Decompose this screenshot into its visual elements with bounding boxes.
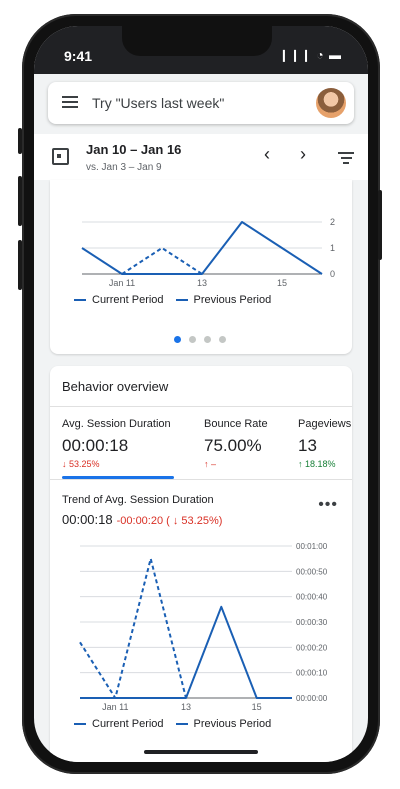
chart-legend: Current Period Previous Period: [74, 718, 271, 730]
series-current-line: [80, 605, 292, 699]
x-tick-label: Jan 11: [102, 702, 128, 712]
legend-previous-label: Previous Period: [193, 294, 272, 306]
trend-title: Trend of Avg. Session Duration: [62, 494, 214, 506]
divider: [50, 479, 352, 480]
legend-current-swatch: [74, 723, 86, 726]
date-range-bar: Jan 10 – Jan 16 vs. Jan 3 – Jan 9 ‹ ›: [34, 134, 368, 180]
metric-tab-bounce-rate[interactable]: Bounce Rate 75.00% ↑ –: [204, 418, 268, 469]
legend-current-label: Current Period: [92, 294, 164, 306]
menu-icon[interactable]: [62, 96, 78, 108]
search-input[interactable]: Try "Users last week": [92, 95, 225, 111]
metric-tab-pageviews[interactable]: Pageviews 13 ↑ 18.18%: [298, 418, 351, 469]
x-tick-label: 13: [197, 278, 207, 288]
y-tick-label: 00:01:00: [296, 542, 328, 551]
y-tick-label: 00:00:10: [296, 669, 328, 678]
pager-dot[interactable]: [174, 336, 181, 343]
notch: [122, 26, 272, 56]
chevron-left-icon[interactable]: ‹: [264, 144, 270, 164]
more-options-icon[interactable]: •••: [318, 496, 338, 513]
legend-previous-label: Previous Period: [193, 718, 272, 730]
pager-dot[interactable]: [204, 336, 211, 343]
status-icons: ❙❙❙ ◔ ▬: [278, 48, 342, 62]
series-previous-line: [121, 247, 203, 275]
divider: [50, 406, 352, 407]
y-tick-label: 00:00:20: [296, 643, 328, 652]
metric-label: Bounce Rate: [204, 418, 268, 430]
calendar-icon[interactable]: [52, 148, 69, 165]
home-indicator: [144, 750, 258, 754]
series-previous-line: [79, 557, 187, 699]
status-bar: 9:41 ❙❙❙ ◔ ▬: [34, 26, 368, 74]
chart-legend: Current Period Previous Period: [74, 294, 271, 306]
metric-value: 13: [298, 436, 317, 455]
trend-change: -00:00:20 ( ↓ 53.25%): [116, 515, 223, 527]
phone-screen: 9:41 ❙❙❙ ◔ ▬ Try "Users last week" Jan 1…: [34, 26, 368, 762]
phone-side-button: [378, 190, 382, 260]
trend-line-chart: 00:00:00 00:00:10 00:00:20 00:00:30 00:00:40…: [79, 542, 328, 712]
y-tick-label: 2: [330, 217, 335, 227]
comparison-range: vs. Jan 3 – Jan 9: [86, 162, 162, 173]
users-chart-card: 0 1 2 Jan 11 13 15 Current Period Previous Per…: [50, 180, 352, 354]
chevron-right-icon[interactable]: ›: [300, 144, 306, 164]
phone-side-button: [18, 240, 22, 290]
carousel-pager[interactable]: [174, 330, 234, 348]
legend-current-label: Current Period: [92, 718, 164, 730]
behavior-overview-card: Behavior overview Avg. Session Duration …: [50, 366, 352, 762]
x-tick-label: 15: [252, 702, 262, 712]
metric-label: Pageviews: [298, 418, 352, 430]
y-tick-label: 00:00:30: [296, 618, 328, 627]
metric-change: ↑ –: [204, 459, 217, 469]
metric-change: ↓ 53.25%: [62, 459, 100, 469]
y-tick-label: 0: [330, 269, 335, 279]
metric-label: Avg. Session Duration: [62, 418, 171, 430]
pager-dot[interactable]: [189, 336, 196, 343]
metric-change: ↑ 18.18%: [298, 459, 336, 469]
filter-icon[interactable]: [338, 152, 354, 164]
legend-previous-swatch: [175, 723, 188, 726]
x-tick-label: 15: [277, 278, 287, 288]
pager-dot[interactable]: [219, 336, 226, 343]
trend-value: 00:00:18: [62, 512, 113, 527]
y-tick-label: 00:00:00: [296, 694, 328, 703]
metric-value: 75.00%: [204, 436, 262, 455]
phone-side-button: [18, 176, 22, 226]
x-tick-label: Jan 11: [109, 278, 135, 288]
metric-value: 00:00:18: [62, 436, 129, 455]
legend-previous-swatch: [175, 299, 188, 302]
top-line-chart: 0 1 2 Jan 11 13 15: [81, 217, 335, 288]
status-time: 9:41: [64, 48, 93, 64]
y-tick-label: 1: [330, 243, 335, 253]
x-tick-label: 13: [181, 702, 191, 712]
date-range[interactable]: Jan 10 – Jan 16: [86, 142, 182, 157]
legend-current-swatch: [74, 299, 86, 302]
active-tab-indicator: [62, 476, 174, 479]
behavior-title: Behavior overview: [62, 379, 169, 394]
metric-tab-avg-session-duration[interactable]: Avg. Session Duration 00:00:18 ↓ 53.25%: [62, 418, 171, 469]
search-bar[interactable]: Try "Users last week": [48, 82, 354, 124]
y-tick-label: 00:00:40: [296, 593, 328, 602]
trend-summary: 00:00:18 -00:00:20 ( ↓ 53.25%): [62, 512, 222, 527]
phone-side-button: [18, 128, 22, 154]
y-tick-label: 00:00:50: [296, 567, 328, 576]
avatar[interactable]: [316, 88, 346, 118]
